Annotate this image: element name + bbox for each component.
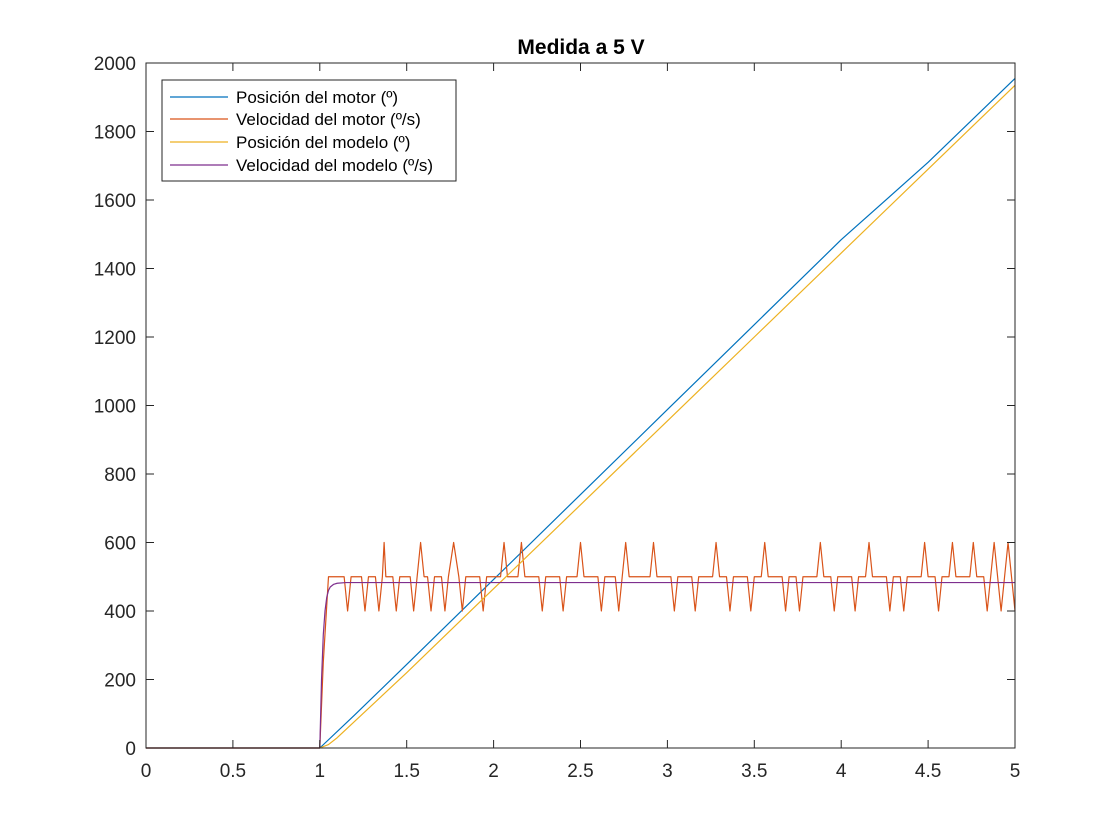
legend-label-motor-velocity: Velocidad del motor (º/s) (236, 110, 421, 129)
y-tick-label: 0 (125, 739, 136, 760)
y-tick-label: 1600 (94, 191, 136, 212)
x-tick-label: 0 (141, 761, 152, 782)
x-tick-label: 1.5 (393, 761, 419, 782)
series-line-velocidad-del-motor-s (146, 541, 1016, 749)
x-tick-label: 0.5 (220, 761, 246, 782)
y-tick-label: 1800 (94, 123, 136, 144)
x-tick-label: 4 (836, 761, 847, 782)
legend-label-motor-position: Posición del motor (º) (236, 88, 398, 107)
x-tick-label: 4.5 (915, 761, 941, 782)
y-tick-label: 1400 (94, 260, 136, 281)
y-tick-label: 1000 (94, 397, 136, 418)
x-axis-ticks: 0 0.5 1 1.5 2 2.5 3 3.5 4 4.5 5 (141, 63, 1021, 782)
x-tick-label: 1 (315, 761, 326, 782)
series-layer (146, 77, 1016, 749)
legend-label-model-velocity: Velocidad del modelo (º/s) (236, 156, 433, 175)
chart-title: Medida a 5 V (517, 36, 644, 59)
x-tick-label: 5 (1010, 761, 1021, 782)
x-tick-label: 2 (488, 761, 499, 782)
series-line-posicion-del-motor (146, 77, 1016, 749)
y-tick-label: 200 (104, 671, 136, 692)
y-tick-label: 2000 (94, 54, 136, 75)
y-tick-label: 1200 (94, 328, 136, 349)
x-tick-label: 3.5 (741, 761, 767, 782)
y-tick-label: 800 (104, 465, 136, 486)
y-tick-label: 600 (104, 534, 136, 555)
x-tick-label: 3 (662, 761, 673, 782)
y-axis-ticks: 0 200 400 600 800 1000 1200 1400 1600 1800 2000 (94, 54, 1015, 760)
legend-label-model-position: Posición del modelo (º) (236, 133, 410, 152)
legend: Posición del motor (º) Velocidad del mot… (161, 79, 457, 182)
x-tick-label: 2.5 (567, 761, 593, 782)
series-line-posicion-del-modelo (146, 84, 1016, 749)
series-line-velocidad-del-modelo-s (146, 581, 1015, 749)
y-tick-label: 400 (104, 602, 136, 623)
